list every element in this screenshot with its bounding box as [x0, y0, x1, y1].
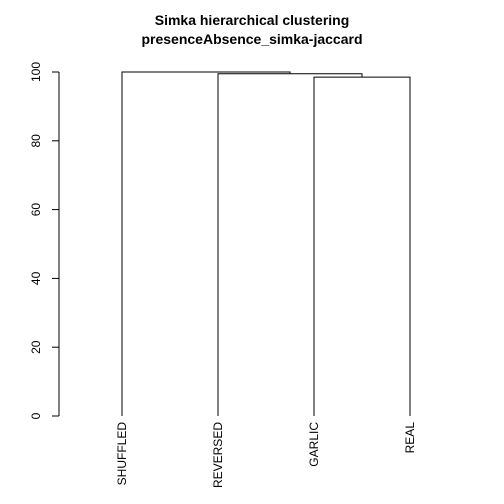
leaf-label: REAL	[403, 422, 417, 454]
y-tick-label: 100	[29, 62, 43, 82]
y-tick-label: 40	[29, 271, 43, 285]
y-tick-label: 60	[29, 203, 43, 217]
dendrogram-branch	[121, 71, 291, 416]
y-tick-label: 80	[29, 134, 43, 148]
dendrogram-branch	[313, 76, 411, 416]
y-tick-label: 20	[29, 340, 43, 354]
leaf-labels: SHUFFLED REVERSED GARLIC REAL	[115, 422, 417, 488]
chart-title: Simka hierarchical clustering	[154, 12, 350, 28]
dendrogram-branch	[217, 73, 363, 416]
leaf-label: REVERSED	[211, 422, 225, 488]
dendrogram-branches	[121, 71, 411, 416]
chart-subtitle: presenceAbsence_simka-jaccard	[141, 31, 363, 47]
y-axis: 0 20 40 60 80 100	[29, 62, 60, 419]
y-tick-label: 0	[29, 412, 43, 419]
leaf-label: SHUFFLED	[115, 422, 129, 486]
leaf-label: GARLIC	[307, 422, 321, 467]
